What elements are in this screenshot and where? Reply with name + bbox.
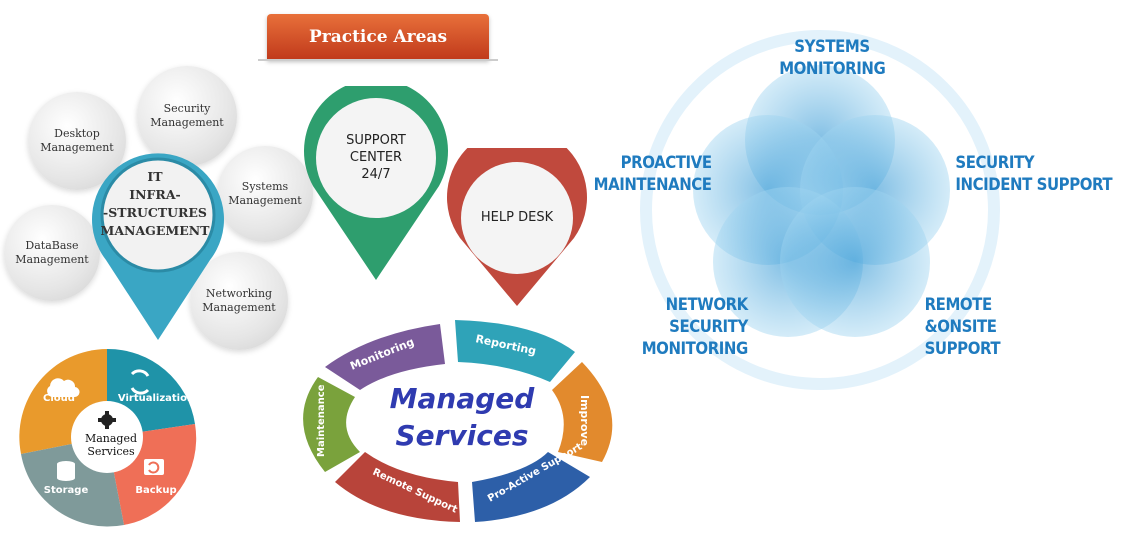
practice-areas-banner: Practice Areas	[267, 14, 489, 60]
segment-label-improve: Improve	[578, 395, 591, 446]
it-infra-pin	[92, 153, 225, 340]
venn-diagram	[640, 30, 1000, 390]
label-line: INCIDENT SUPPORT	[955, 175, 1113, 195]
segment-label-maintenance: Maintenance	[316, 384, 327, 457]
label-line: SUPPORT	[924, 339, 1001, 359]
database-icon	[57, 461, 75, 481]
label-line: Services	[87, 445, 135, 458]
help-desk-pin	[447, 148, 587, 306]
label-line: SYSTEMS	[794, 37, 870, 57]
bubble-label: DataBase Management	[15, 239, 89, 266]
it-infra-label: IT INFRA- -STRUCTURES MANAGEMENT	[100, 168, 210, 240]
label-line: REMOTE	[924, 295, 993, 315]
bubble-label: Systems Management	[228, 180, 302, 207]
bubble-security-management: Security Management	[137, 66, 237, 166]
ring-segments	[303, 320, 613, 522]
support-center-label: SUPPORT CENTER 24/7	[322, 132, 430, 183]
venn-label-security-incident-support: SECURITY INCIDENT SUPPORT	[955, 152, 1122, 196]
label-line: SECURITY	[955, 153, 1035, 173]
wheel-center	[71, 401, 143, 473]
venn-label-network-security-monitoring: NETWORK SECURITY MONITORING	[628, 294, 749, 360]
title-line: Services	[395, 419, 529, 452]
label-line: SUPPORT	[346, 133, 406, 148]
banner-divider	[258, 59, 498, 61]
cloud-icon	[47, 378, 80, 398]
label-line: &ONSITE	[924, 317, 997, 337]
venn-label-remote-onsite-support: REMOTE &ONSITE SUPPORT	[925, 294, 1022, 360]
bubble-label: Desktop Management	[40, 127, 114, 154]
label-line: -STRUCTURES	[103, 205, 207, 220]
title-line: Managed	[389, 382, 535, 415]
help-desk-label: HELP DESK	[480, 210, 554, 225]
bubble-label: Networking Management	[202, 287, 276, 314]
wheel-label-cloud: Cloud	[43, 393, 75, 404]
venn-label-systems-monitoring: SYSTEMS MONITORING	[779, 36, 886, 80]
managed-services-title: Managed Services	[372, 380, 552, 454]
support-center-pin	[304, 86, 448, 280]
bubble-networking-management: Networking Management	[190, 252, 288, 350]
banner-title: Practice Areas	[308, 27, 448, 47]
bubble-label: Security Management	[150, 102, 224, 129]
managed-services-wheel	[19, 348, 197, 527]
bubble-database-management: DataBase Management	[4, 205, 100, 301]
label-line: SECURITY	[669, 317, 748, 337]
label-line: PROACTIVE	[620, 153, 712, 173]
label-line: INFRA-	[129, 187, 181, 202]
backup-icon	[144, 459, 164, 475]
label-line: MONITORING	[779, 59, 886, 79]
wheel-label-backup: Backup	[135, 485, 177, 496]
venn-label-proactive-maintenance: PROACTIVE MAINTENANCE	[588, 152, 712, 196]
wheel-label-storage: Storage	[43, 485, 89, 496]
label-line: CENTER	[349, 150, 403, 165]
bubble-systems-management: Systems Management	[217, 146, 313, 242]
wheel-center-label: Managed Services	[78, 432, 144, 458]
label-line: 24/7	[361, 167, 391, 182]
bubble-desktop-management: Desktop Management	[28, 92, 126, 190]
label-line: NETWORK	[665, 295, 749, 315]
label-line: IT	[147, 169, 163, 184]
wheel-label-virtualization: Virtualization	[117, 393, 195, 404]
label-line: MANAGEMENT	[100, 223, 210, 238]
gear-icon	[98, 411, 116, 429]
managed-services-ring: Monitoring Reporting Improve Pro-Active …	[303, 320, 613, 522]
venn-outer-ring	[640, 30, 1000, 390]
label-line: Managed	[84, 432, 138, 445]
venn-circle	[780, 187, 930, 337]
label-line: MAINTENANCE	[593, 175, 712, 195]
label-line: MONITORING	[641, 339, 749, 359]
refresh-icon	[130, 369, 150, 395]
